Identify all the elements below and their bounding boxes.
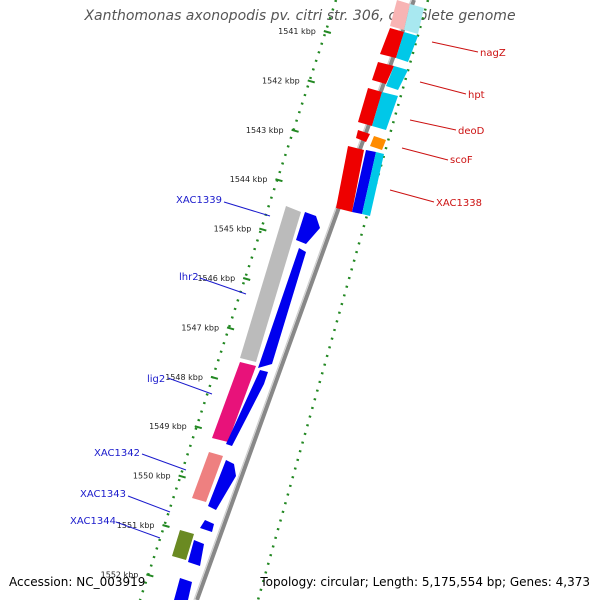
kbp-tick [226,326,235,331]
leader-xac1342 [141,453,187,471]
kbp-label: 1549 kbp [149,422,187,431]
kbp-label: 1547 kbp [181,323,219,332]
cds-arrow-1 [296,212,320,244]
gene-xac1338-cyan [362,152,384,216]
gene-nagz-cyan [396,32,418,62]
kbp-tick [275,178,283,183]
leader-xac1343 [127,495,171,513]
kbp-label: 1552 kbp [101,570,139,579]
kbp-tick [242,277,251,281]
gene-label-hpt[interactable]: hpt [468,90,485,101]
cds-arrow-2 [258,248,306,368]
cds-arrow-7 [174,578,192,600]
kbp-label: 1550 kbp [133,472,171,481]
cds-arrow-5 [200,520,214,532]
cds-arrow-4 [208,460,236,510]
kbp-label: 1542 kbp [262,76,300,85]
kbp-label: 1544 kbp [230,175,268,184]
kbp-tick [291,128,299,133]
leader-hpt [419,81,467,95]
leader-xac1344 [115,521,161,539]
leader-xac1339 [223,201,271,217]
leader-scof [401,147,449,161]
gene-xac1338-blue [352,150,376,214]
gene-label-xac1342[interactable]: XAC1342 [94,448,140,459]
kbp-tick [146,573,154,578]
kbp-tick [307,79,316,84]
gene-labels: nagZ hpt deoD scoF XAC1338 XAC1339 lhr2 … [70,48,506,527]
gene-nagz-cyan-light [404,4,424,34]
gene-xac1342-track [192,452,223,502]
gene-nagz-light [390,0,410,30]
cds-arrow-6 [188,540,204,566]
kbp-tick [259,227,267,232]
gene-label-xac1338[interactable]: XAC1338 [436,198,482,209]
genome-summary: Topology: circular; Length: 5,175,554 bp… [260,575,590,589]
gene-xac1339-track [240,206,301,362]
gene-xac1338-track [336,146,364,212]
gene-nagz-track [380,28,404,58]
gene-label-lhr2[interactable]: lhr2 [179,272,199,283]
leader-xac1338 [389,189,435,203]
leader-deod [409,119,457,131]
leader-lig2 [167,377,213,395]
leader-lhr2 [199,277,247,295]
gene-hpt-cyan [386,66,408,90]
kbp-label: 1551 kbp [117,521,155,530]
kbp-tick [162,524,170,528]
kbp-label: 1541 kbp [278,27,316,36]
gc-dotted-line-left [138,0,338,600]
gene-xac1344-track [172,530,194,560]
gene-deod-track [358,88,382,126]
genome-backbone [195,0,416,600]
gene-lig2-track [212,362,256,442]
gene-label-leaders [115,41,479,539]
kbp-tick [210,375,219,380]
kbp-label: 1543 kbp [246,126,284,135]
genome-backbone-highlight [193,0,412,600]
gene-label-xac1339[interactable]: XAC1339 [176,195,222,206]
gene-label-nagz[interactable]: nagZ [480,48,506,59]
kbp-label: 1546 kbp [197,274,235,283]
gene-label-lig2[interactable]: lig2 [147,374,165,385]
gene-label-scof[interactable]: scoF [450,155,473,166]
gene-label-xac1344[interactable]: XAC1344 [70,516,116,527]
kbp-label: 1545 kbp [214,225,252,234]
gene-deod-cyan [372,92,398,130]
cds-arrow-3 [226,370,268,446]
gene-label-deod[interactable]: deoD [458,126,485,137]
gene-label-xac1343[interactable]: XAC1343 [80,489,126,500]
kbp-label: 1548 kbp [165,373,203,382]
leader-nagz [431,41,479,53]
gene-hpt-track [372,62,394,84]
kbp-tick [323,30,332,34]
gene-scof-orange [370,136,386,150]
kbp-ruler: 1541 kbp 1542 kbp 1543 kbp 1544 kbp 1545 kbp… [101,27,332,579]
kbp-tick [178,474,186,479]
accession-label: Accession: NC_003919 [9,575,146,589]
kbp-tick [194,425,203,430]
gene-scof-track [356,130,370,142]
